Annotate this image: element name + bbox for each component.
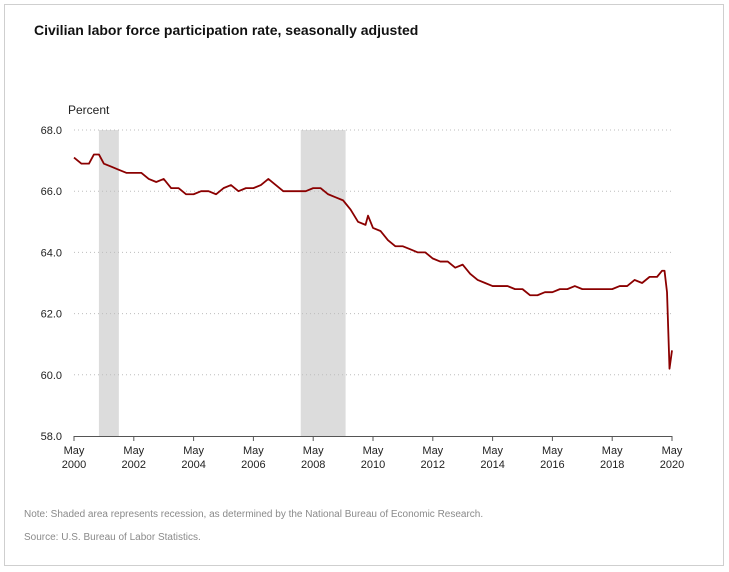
x-tick-label-year: 2002 bbox=[122, 459, 146, 471]
chart-note: Note: Shaded area represents recession, … bbox=[24, 509, 484, 520]
x-tick-label-month: May bbox=[542, 445, 563, 457]
x-tick-label-month: May bbox=[123, 445, 144, 457]
x-tick-label-month: May bbox=[64, 445, 85, 457]
x-tick-label-month: May bbox=[662, 445, 683, 457]
x-tick-label-month: May bbox=[482, 445, 503, 457]
y-tick-label: 62.0 bbox=[41, 309, 62, 321]
chart-title: Civilian labor force participation rate,… bbox=[34, 22, 419, 38]
x-tick-label-month: May bbox=[363, 445, 384, 457]
x-tick-label-year: 2020 bbox=[660, 459, 684, 471]
y-tick-label: 64.0 bbox=[41, 247, 62, 259]
x-tick-label-month: May bbox=[183, 445, 204, 457]
y-tick-label: 58.0 bbox=[41, 431, 62, 443]
x-tick-label-year: 2016 bbox=[540, 459, 564, 471]
x-tick-label-month: May bbox=[422, 445, 443, 457]
x-tick-label-month: May bbox=[243, 445, 264, 457]
recession-band-1 bbox=[300, 130, 346, 436]
series-line-0 bbox=[73, 153, 673, 370]
x-tick-label-year: 2010 bbox=[361, 459, 385, 471]
recession-band-0 bbox=[98, 130, 119, 436]
chart-source: Source: U.S. Bureau of Labor Statistics. bbox=[24, 532, 201, 543]
x-tick-label-year: 2018 bbox=[600, 459, 624, 471]
x-tick-label-year: 2004 bbox=[181, 459, 205, 471]
x-tick-label-month: May bbox=[602, 445, 623, 457]
x-tick-label-year: 2008 bbox=[301, 459, 325, 471]
x-tick-label-year: 2000 bbox=[62, 459, 86, 471]
chart-frame bbox=[4, 4, 724, 566]
x-tick-label-year: 2006 bbox=[241, 459, 265, 471]
y-tick-label: 68.0 bbox=[41, 125, 62, 137]
y-axis-label: Percent bbox=[68, 103, 110, 117]
x-tick-label-year: 2014 bbox=[480, 459, 504, 471]
x-tick-label-year: 2012 bbox=[421, 459, 445, 471]
y-tick-label: 66.0 bbox=[41, 186, 62, 198]
y-tick-label: 60.0 bbox=[41, 370, 62, 382]
x-tick-label-month: May bbox=[303, 445, 324, 457]
